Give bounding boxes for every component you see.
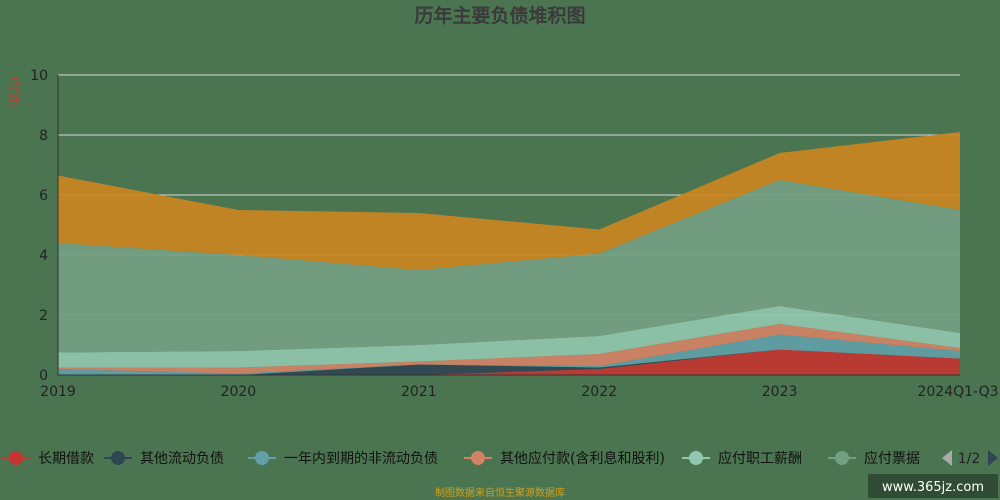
legend-marker — [111, 451, 125, 465]
y-tick-label: 0 — [39, 368, 48, 384]
legend-label: 应付职工薪酬 — [718, 450, 802, 467]
area-series-1 — [58, 349, 960, 375]
legend-label: 其他流动负债 — [140, 451, 224, 467]
legend-marker — [471, 451, 485, 465]
area-series-group — [58, 132, 960, 375]
watermark: www.365jz.com — [868, 474, 998, 498]
y-tick-label: 8 — [39, 128, 48, 144]
watermark-text: www.365jz.com — [882, 480, 984, 495]
legend-label: 一年内到期的非流动负债 — [284, 451, 438, 467]
x-tick-label: 2022 — [581, 384, 617, 400]
x-tick-label: 2024Q1-Q3 — [917, 384, 998, 400]
legend-marker — [835, 451, 849, 465]
y-axis-label: (亿元) — [8, 77, 21, 108]
legend-item-4[interactable]: 应付职工薪酬 — [682, 450, 802, 467]
legend-label: 其他应付款(含利息和股利) — [500, 450, 665, 467]
legend-item-1[interactable]: 其他流动负债 — [104, 451, 224, 467]
data-source-footer: 制图数据来自恒生聚源数据库 — [435, 486, 565, 499]
x-tick-label: 2020 — [221, 384, 257, 400]
y-tick-label: 2 — [39, 308, 48, 324]
x-tick-label: 2019 — [40, 384, 76, 400]
chart-title: 历年主要负债堆积图 — [414, 4, 585, 27]
pager-prev-icon[interactable] — [942, 450, 952, 466]
area-series-6 — [58, 132, 960, 270]
legend-label: 应付票据 — [864, 450, 920, 467]
y-tick-label: 6 — [39, 188, 48, 204]
pager-next-icon[interactable] — [988, 450, 998, 466]
area-series-2 — [58, 334, 960, 375]
legend-item-2[interactable]: 一年内到期的非流动负债 — [248, 451, 438, 467]
legend-item-5[interactable]: 应付票据 — [828, 450, 920, 467]
y-tick-labels: 0 2 4 6 8 10 — [30, 68, 48, 384]
legend-marker — [689, 451, 703, 465]
pager-text: 1/2 — [958, 451, 981, 467]
legend-marker — [255, 451, 269, 465]
legend-item-0[interactable]: 长期借款 — [2, 451, 94, 467]
legend[interactable]: 长期借款 其他流动负债 一年内到期的非流动负债 其他应付款(含利息和股利) 应付职工薪酬… — [2, 450, 920, 467]
x-tick-label: 2023 — [762, 384, 798, 400]
y-tick-label: 10 — [30, 68, 48, 84]
area-series-0 — [58, 349, 960, 375]
area-series-3 — [58, 324, 960, 374]
watermark-background — [868, 474, 998, 498]
legend-label: 长期借款 — [38, 451, 94, 467]
legend-pager[interactable]: 1/2 — [942, 450, 998, 467]
area-series-4 — [58, 306, 960, 368]
legend-item-3[interactable]: 其他应付款(含利息和股利) — [464, 450, 665, 467]
x-tick-label: 2021 — [401, 384, 437, 400]
area-series-5 — [58, 180, 960, 353]
axes — [57, 75, 960, 376]
legend-marker — [9, 451, 23, 465]
y-tick-label: 4 — [39, 248, 48, 264]
x-tick-labels: 2019 2020 2021 2022 2023 2024Q1-Q3 — [40, 384, 998, 400]
